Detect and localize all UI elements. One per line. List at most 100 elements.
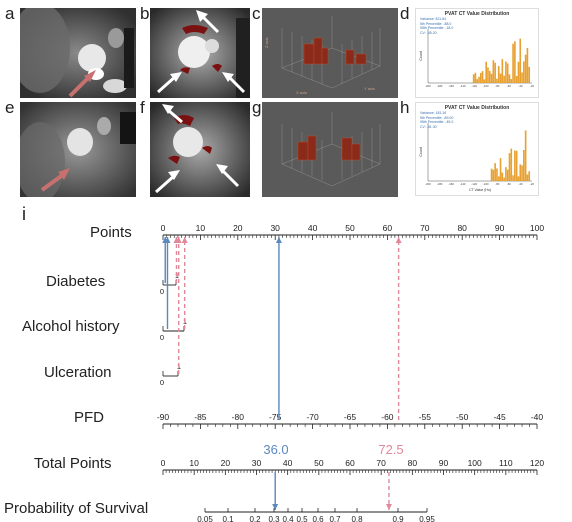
histogram-bar	[480, 72, 482, 83]
pink-arrow-survival	[385, 472, 392, 510]
pink-arrow-survival-head	[385, 504, 392, 510]
histogram-bar	[508, 153, 511, 181]
histogram-bar	[521, 72, 523, 83]
total-points-tick-label: 100	[468, 458, 482, 468]
histogram-bar	[506, 169, 509, 181]
survival-tick-label: 0.05	[197, 515, 213, 522]
ct-image-b	[150, 8, 250, 98]
histogram-bar	[499, 158, 502, 181]
panel-label-b: b	[140, 4, 150, 23]
histogram-bar	[528, 66, 531, 83]
survival-tick-label: 0.9	[392, 515, 404, 522]
pink-arrow-alcohol-head	[181, 237, 188, 243]
arrow-icon	[222, 72, 246, 94]
ct-image-f	[150, 102, 250, 197]
total-points-tick-label: 50	[314, 458, 324, 468]
points-tick-label: 60	[383, 223, 393, 233]
tick-label: -100	[483, 182, 489, 186]
histogram-bar	[497, 176, 500, 181]
pink-arrow-pfd-head	[395, 237, 402, 243]
pfd-tick-label: -80	[232, 412, 245, 422]
pink-arrow-ulceration	[175, 237, 182, 374]
points-tick-label: 50	[345, 223, 355, 233]
histogram-bar	[526, 47, 529, 83]
histogram-bar	[478, 76, 480, 83]
pfd-tick-label: -50	[456, 412, 469, 422]
total-points-tick-label: 90	[439, 458, 449, 468]
histogram-bar	[524, 130, 527, 181]
histogram-bar	[510, 79, 513, 83]
total-points-tick-label: 70	[376, 458, 386, 468]
survival-tick-label: 0.95	[419, 515, 435, 522]
ct-image-e	[20, 102, 136, 197]
panel-label-a: a	[5, 4, 15, 23]
axis-label: Count	[419, 147, 423, 156]
blue-arrow-diabetes-head	[162, 237, 169, 243]
histogram-title: PVAT CT Value Distribution	[444, 105, 510, 111]
panel-label-h: h	[400, 98, 410, 117]
row-label-alcohol: Alcohol history	[22, 318, 120, 335]
arrow-icon	[162, 104, 183, 124]
histogram-bar	[490, 168, 493, 181]
tick-label: -40	[518, 84, 522, 88]
tick-label: -120	[471, 84, 477, 88]
histogram-bar	[496, 168, 498, 181]
blue-arrow-pfd-head	[275, 237, 282, 243]
histogram-bar	[514, 150, 516, 181]
axis-label: X axis	[296, 90, 307, 95]
histogram-bar	[497, 65, 500, 83]
pfd-tick-label: -70	[306, 412, 319, 422]
diabetes-level-label: 1	[175, 271, 179, 280]
pfd-tick-label: -65	[344, 412, 357, 422]
arrow-icon	[68, 70, 96, 98]
survival-tick-label: 0.7	[329, 515, 341, 522]
alcohol-level-label: 1	[183, 317, 187, 326]
row-label-probability-survival: Probability of Survival	[4, 500, 149, 517]
tick-label: -80	[495, 182, 499, 186]
pfd-tick-label: -60	[381, 412, 394, 422]
histogram-bar	[505, 61, 507, 83]
tick-label: -180	[437, 84, 443, 88]
blue-arrow-alcohol-head	[164, 237, 171, 243]
survival-tick-label: 0.2	[249, 515, 261, 522]
pfd-tick-label: -75	[269, 412, 282, 422]
histogram-stats: Variance: 181.16 5th Percentile: -89.00 95…	[420, 111, 454, 129]
histogram-bar	[494, 62, 496, 83]
blue-arrow-survival-head	[272, 504, 279, 510]
points-tick-label: 100	[530, 223, 544, 233]
histogram-bar	[515, 150, 518, 181]
histogram-bar	[506, 63, 509, 83]
points-tick-label: 30	[270, 223, 280, 233]
points-tick-label: 0	[161, 223, 166, 233]
arrow-icon	[40, 168, 70, 192]
ulceration-level-label: 0	[160, 378, 164, 387]
tick-label: -180	[437, 182, 443, 186]
tick-label: -80	[495, 84, 499, 88]
axis-label: Count	[419, 51, 423, 60]
arrow-icon	[157, 72, 182, 94]
tick-label: -160	[448, 182, 454, 186]
survival-tick-label: 0.1	[222, 515, 234, 522]
histogram-bar	[483, 79, 486, 83]
histogram-bar	[519, 164, 522, 181]
blue-arrow-alcohol	[164, 237, 171, 329]
arrow-icon	[155, 170, 180, 194]
tick-label: -60	[507, 84, 511, 88]
histogram-bar	[510, 148, 513, 181]
total-points-tick-label: 30	[252, 458, 262, 468]
tick-label: -140	[460, 182, 466, 186]
histogram-bar	[492, 169, 495, 181]
row-label-pfd: PFD	[74, 409, 104, 426]
alcohol-level-label: 0	[160, 333, 164, 342]
histogram-top: PVAT CT Value Distribution Variance: 821…	[415, 8, 539, 98]
pink-arrow-alcohol	[181, 237, 188, 329]
tick-label: -20	[530, 182, 534, 186]
diabetes-level-label: 0	[160, 287, 164, 296]
histogram-bar	[501, 172, 504, 181]
score-label-pink: 72.5	[378, 442, 404, 457]
tick-label: -20	[530, 84, 534, 88]
render-3d-c: Z axis X axis Y axis	[262, 8, 398, 98]
pfd-tick-label: -40	[531, 412, 544, 422]
tick-label: -120	[471, 182, 477, 186]
total-points-tick-label: 40	[283, 458, 293, 468]
